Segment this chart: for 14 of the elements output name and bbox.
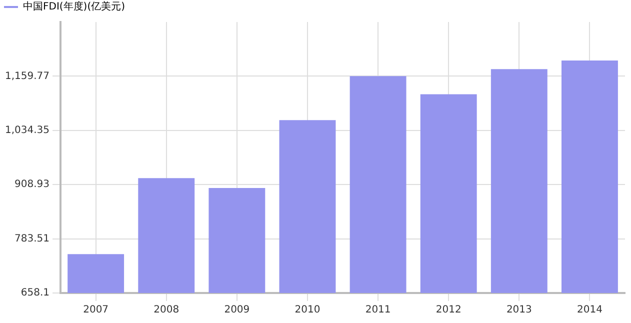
y-tick-label: 908.93 <box>14 179 50 190</box>
y-tick-label: 1,159.77 <box>5 70 50 82</box>
x-tick-label: 2008 <box>154 304 180 316</box>
x-tick-label: 2009 <box>224 304 250 316</box>
x-tick-label: 2011 <box>365 304 391 316</box>
x-tick-label: 2014 <box>576 304 602 316</box>
x-tick-label: 2010 <box>294 304 320 316</box>
x-tick-label: 2013 <box>506 304 532 316</box>
y-tick-label: 783.51 <box>14 233 50 244</box>
x-tick-label: 2012 <box>436 304 462 316</box>
legend-label: 中国FDI(年度)(亿美元) <box>23 0 126 13</box>
x-tick-label: 2007 <box>83 304 109 316</box>
y-tick-label: 1,034.35 <box>5 124 50 136</box>
y-tick-label: 658.1 <box>20 288 50 299</box>
